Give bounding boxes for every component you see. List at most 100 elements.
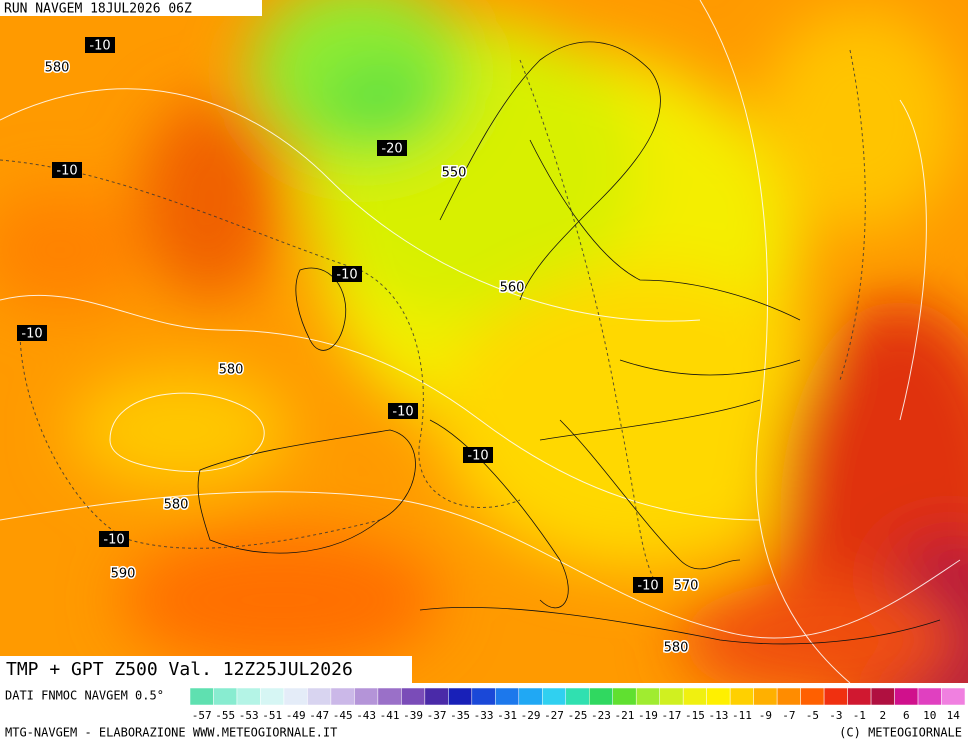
temperature-label: -10 — [56, 164, 77, 179]
colorbar-swatch — [941, 687, 966, 706]
colorbar-swatch — [189, 687, 214, 706]
run-header: RUN NAVGEM 18JUL2026 06Z — [4, 2, 192, 17]
colorbar-label: -35 — [450, 709, 470, 722]
footer-left: MTG-NAVGEM - ELABORAZIONE WWW.METEOGIORN… — [5, 726, 337, 740]
colorbar-label: -45 — [333, 709, 353, 722]
colorbar-label: 10 — [923, 709, 936, 722]
colorbar-swatch — [917, 687, 942, 706]
colorbar: -57 -55 -53 -51 -49 -47 -45 -43 -41 -39 -37 -35 -33-… — [189, 687, 966, 722]
colorbar-label: 14 — [947, 709, 961, 722]
colorbar-label: -27 — [544, 709, 564, 722]
colorbar-swatch — [424, 687, 449, 706]
temperature-label: -20 — [381, 142, 402, 157]
colorbar-label: -23 — [591, 709, 611, 722]
legend-source: DATI FNMOC NAVGEM 0.5° — [5, 689, 164, 703]
temperature-label-box — [52, 162, 82, 178]
colorbar-swatch — [894, 687, 919, 706]
colorbar-label: -31 — [497, 709, 517, 722]
colorbar-label: -3 — [829, 709, 842, 722]
colorbar-swatch — [753, 687, 778, 706]
colorbar-label: -37 — [427, 709, 447, 722]
colorbar-swatch — [401, 687, 426, 706]
colorbar-swatch — [213, 687, 238, 706]
temperature-label: -10 — [103, 533, 124, 548]
colorbar-swatch — [682, 687, 707, 706]
temperature-label-box — [85, 37, 115, 53]
colorbar-label: -25 — [568, 709, 588, 722]
colorbar-swatch — [518, 687, 543, 706]
temperature-label: -10 — [21, 327, 42, 342]
colorbar-label: -21 — [615, 709, 635, 722]
footer-right: (C) METEOGIORNALE — [839, 726, 962, 740]
colorbar-swatch — [800, 687, 825, 706]
height-label: 590 — [111, 567, 136, 582]
title-box — [0, 656, 412, 683]
colorbar-swatch — [495, 687, 520, 706]
colorbar-label: -19 — [638, 709, 658, 722]
temperature-label-box — [332, 266, 362, 282]
colorbar-label: -55 — [215, 709, 235, 722]
temperature-label: -10 — [89, 39, 110, 54]
colorbar-label: -17 — [662, 709, 682, 722]
colorbar-swatch — [612, 687, 637, 706]
colorbar-label: -29 — [521, 709, 541, 722]
colorbar-swatch — [283, 687, 308, 706]
temperature-label: -10 — [637, 579, 658, 594]
colorbar-swatch — [236, 687, 261, 706]
colorbar-swatch — [565, 687, 590, 706]
colorbar-label: -9 — [759, 709, 772, 722]
colorbar-label: -15 — [685, 709, 705, 722]
colorbar-label: -1 — [853, 709, 866, 722]
colorbar-label: -7 — [782, 709, 795, 722]
temperature-label-box — [377, 140, 407, 156]
colorbar-swatch — [471, 687, 496, 706]
colorbar-label: -43 — [356, 709, 376, 722]
colorbar-label: 2 — [879, 709, 886, 722]
colorbar-label: 6 — [903, 709, 910, 722]
colorbar-swatch — [823, 687, 848, 706]
colorbar-label: -51 — [262, 709, 282, 722]
colorbar-label: -41 — [380, 709, 400, 722]
colorbar-label: -13 — [708, 709, 728, 722]
colorbar-swatch — [377, 687, 402, 706]
height-label: 580 — [664, 641, 689, 656]
colorbar-swatch — [870, 687, 895, 706]
temperature-label: -10 — [336, 268, 357, 283]
temperature-label-box — [388, 403, 418, 419]
colorbar-label: -47 — [309, 709, 329, 722]
coastlines — [197, 41, 941, 645]
temperature-label: -10 — [392, 405, 413, 420]
height-label: 570 — [674, 579, 699, 594]
colorbar-swatch — [542, 687, 567, 706]
colorbar-swatch — [260, 687, 285, 706]
height-label: 560 — [500, 281, 525, 296]
height-label: 580 — [45, 61, 70, 76]
colorbar-swatch — [307, 687, 332, 706]
contour-labels: -10 -10 -20 -10 -10 -10 -10 -10 -10 580 550 560 580 5… — [17, 37, 700, 657]
colorbar-swatch — [448, 687, 473, 706]
colorbar-label: -49 — [286, 709, 306, 722]
height-label: 550 — [442, 166, 467, 181]
colorbar-label: -5 — [806, 709, 819, 722]
temperature-label-box — [99, 531, 129, 547]
colorbar-swatch — [706, 687, 731, 706]
colorbar-swatch — [729, 687, 754, 706]
header-box — [0, 0, 262, 16]
colorbar-swatch — [588, 687, 613, 706]
colorbar-swatch — [847, 687, 872, 706]
colorbar-swatch — [354, 687, 379, 706]
colorbar-label: -11 — [732, 709, 752, 722]
height-label: 580 — [219, 363, 244, 378]
height-label: 580 — [164, 498, 189, 513]
temperature-label: -10 — [467, 449, 488, 464]
colorbar-label: -53 — [239, 709, 259, 722]
temperature-label-box — [17, 325, 47, 341]
colorbar-label: -57 — [192, 709, 212, 722]
colorbar-swatch — [330, 687, 355, 706]
colorbar-label: -39 — [403, 709, 423, 722]
colorbar-swatch — [635, 687, 660, 706]
colorbar-label: -33 — [474, 709, 494, 722]
temperature-label-box — [633, 577, 663, 593]
